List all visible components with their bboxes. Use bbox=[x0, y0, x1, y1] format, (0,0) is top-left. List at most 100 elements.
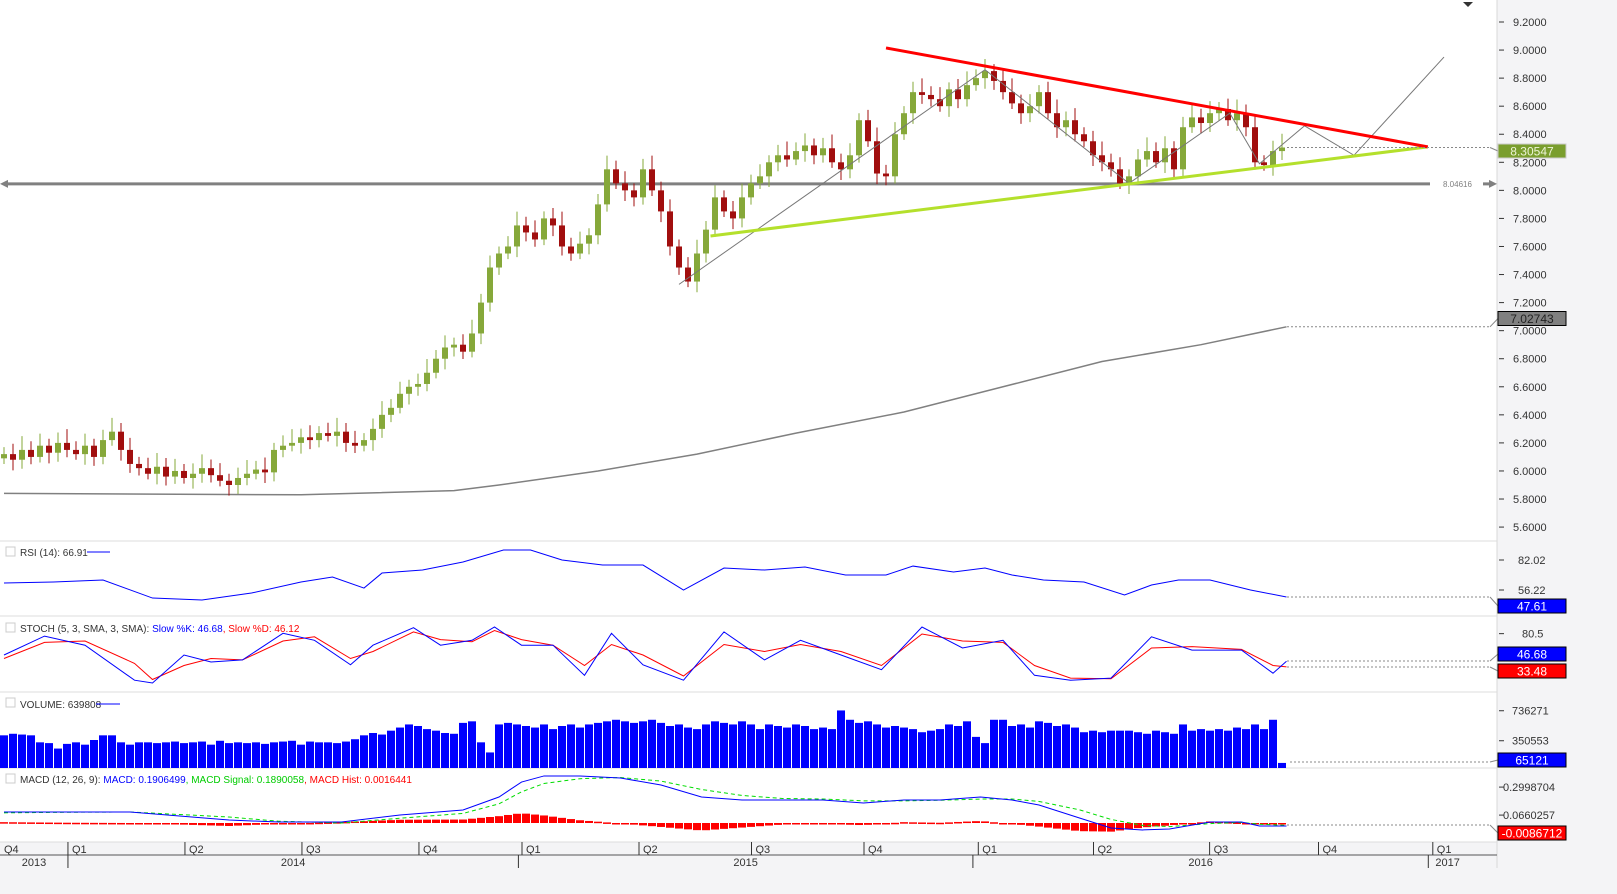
volume-legend-text: VOLUME: 639808 bbox=[20, 700, 102, 711]
candle bbox=[388, 399, 394, 423]
candle-body bbox=[28, 449, 34, 457]
macd-hist-bar bbox=[477, 817, 485, 823]
volume-legend: VOLUME: 639808 bbox=[5, 697, 120, 711]
volume-bar bbox=[1143, 733, 1151, 768]
volume-bar bbox=[585, 724, 593, 768]
candle-body bbox=[667, 211, 673, 247]
macd-hist-bar bbox=[468, 818, 476, 823]
volume-bar bbox=[450, 733, 458, 768]
candle bbox=[424, 359, 430, 392]
volume-bar bbox=[936, 729, 944, 768]
volume-bar bbox=[117, 742, 125, 768]
volume-bar bbox=[711, 721, 719, 768]
macd-hist-bar bbox=[837, 823, 845, 825]
macd-hist-bar bbox=[864, 823, 872, 825]
rsi-close-icon[interactable] bbox=[5, 546, 16, 557]
volume-bar bbox=[999, 719, 1007, 768]
stoch-close-icon[interactable] bbox=[5, 622, 16, 633]
macd-hist-bar bbox=[306, 822, 314, 825]
volume-bar bbox=[9, 733, 17, 768]
volume-bar bbox=[45, 743, 53, 768]
candle bbox=[379, 401, 385, 438]
candle bbox=[631, 183, 637, 207]
volume-bar bbox=[1188, 730, 1196, 768]
candle bbox=[1126, 169, 1132, 195]
volume-bar bbox=[873, 724, 881, 768]
macd-hist-bar bbox=[405, 819, 413, 823]
candle bbox=[136, 456, 142, 476]
macd-hist-bar bbox=[648, 823, 656, 827]
volume-close-icon[interactable] bbox=[5, 697, 16, 708]
candle-body bbox=[775, 155, 781, 163]
macd-hist-bar bbox=[1035, 823, 1043, 827]
macd-hist-bar bbox=[189, 823, 197, 825]
quarter-label: Q3 bbox=[306, 844, 321, 856]
candle-body bbox=[766, 162, 772, 177]
volume-bar bbox=[1179, 724, 1187, 768]
candle bbox=[910, 81, 916, 124]
candle bbox=[1279, 133, 1285, 161]
volume-bar bbox=[126, 744, 134, 768]
candle bbox=[811, 138, 817, 165]
candle bbox=[244, 460, 250, 486]
candle-body bbox=[955, 89, 961, 100]
projection-path-line bbox=[678, 56, 1445, 285]
candle bbox=[739, 183, 745, 228]
candle bbox=[1189, 103, 1195, 133]
price-tick-label: 8.4000 bbox=[1513, 129, 1547, 141]
candle-body bbox=[1180, 127, 1186, 170]
candle-body bbox=[811, 145, 817, 156]
candle bbox=[568, 237, 574, 261]
candle-body bbox=[829, 148, 835, 163]
price-tick-label: 7.0000 bbox=[1513, 326, 1547, 338]
candle bbox=[1099, 141, 1105, 172]
candle-body bbox=[19, 449, 25, 460]
volume-bar bbox=[378, 734, 386, 768]
macd-hist-bar bbox=[927, 822, 935, 825]
candle-body bbox=[1, 454, 7, 459]
macd-hist-bar bbox=[909, 822, 917, 824]
macd-hist-bar bbox=[1134, 823, 1142, 829]
volume-bar bbox=[1080, 732, 1088, 768]
macd-hist-bar bbox=[252, 823, 260, 825]
stoch-k-last-tag: 46.68 bbox=[1517, 648, 1547, 662]
candle bbox=[577, 231, 583, 260]
candle-body bbox=[289, 442, 295, 446]
candle-body bbox=[460, 344, 466, 352]
candle-body bbox=[1099, 155, 1105, 163]
volume-bar bbox=[819, 727, 827, 768]
dropdown-arrow-icon[interactable] bbox=[1463, 2, 1473, 7]
candle bbox=[28, 441, 34, 465]
candle bbox=[262, 457, 268, 484]
stoch-d-last-tag: 33.48 bbox=[1517, 665, 1547, 679]
quarter-label: Q2 bbox=[1098, 844, 1113, 856]
candle bbox=[1153, 142, 1159, 168]
candle-body bbox=[451, 344, 457, 348]
candle-body bbox=[802, 145, 808, 152]
volume-bar bbox=[1053, 725, 1061, 768]
volume-bar bbox=[1152, 730, 1160, 768]
candle-body bbox=[1189, 117, 1195, 128]
volume-bar bbox=[774, 725, 782, 768]
volume-bar bbox=[432, 730, 440, 768]
volume-bar bbox=[549, 729, 557, 768]
volume-last-tag-connector bbox=[1489, 759, 1499, 763]
volume-bar bbox=[0, 735, 8, 768]
volume-bar bbox=[684, 727, 692, 768]
macd-hist-bar bbox=[981, 821, 989, 823]
candle-body bbox=[199, 468, 205, 474]
macd-hist-bar bbox=[603, 822, 611, 824]
candle bbox=[613, 160, 619, 189]
macd-hist-bar bbox=[1116, 823, 1124, 831]
macd-hist-bar bbox=[1071, 823, 1079, 831]
macd-hist-bar bbox=[1260, 823, 1268, 825]
candle-body bbox=[307, 437, 313, 441]
candle-body bbox=[1171, 148, 1177, 170]
candle-body bbox=[163, 466, 169, 477]
candle-body bbox=[820, 148, 826, 156]
candle bbox=[766, 155, 772, 187]
volume-bar bbox=[1233, 727, 1241, 768]
volume-bar bbox=[162, 742, 170, 768]
macd-close-icon[interactable] bbox=[5, 773, 16, 784]
candle-body bbox=[361, 440, 367, 446]
